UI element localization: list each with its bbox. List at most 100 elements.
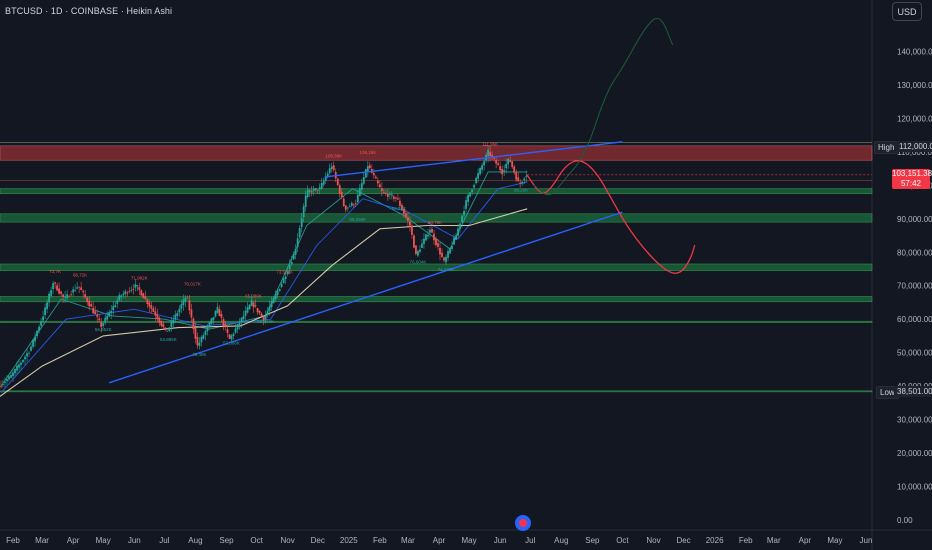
candle-body (338, 185, 341, 194)
candle-body (447, 251, 449, 258)
candle (56, 282, 59, 292)
candle-body (150, 305, 153, 309)
candle (366, 160, 369, 177)
candle (388, 191, 391, 200)
candle-body (66, 294, 69, 299)
candle (306, 185, 309, 199)
candle (274, 290, 277, 302)
candle-body (204, 330, 207, 335)
tradingview-logo-icon[interactable] (515, 515, 531, 531)
candle (234, 323, 237, 335)
candle-body (194, 327, 197, 339)
candle-body (188, 300, 191, 311)
candle-body (403, 209, 405, 214)
candle-body (22, 359, 24, 363)
candle (156, 308, 159, 323)
candle-body (465, 200, 467, 209)
x-tick-label: 2025 (340, 536, 358, 545)
candle (348, 203, 351, 208)
candle (328, 163, 331, 175)
candle (352, 203, 355, 208)
candle-body (431, 228, 433, 233)
candle (100, 317, 103, 333)
candle (150, 301, 153, 314)
candle (106, 311, 109, 322)
candle (228, 333, 231, 340)
y-tick-label: 140,000.00 (897, 47, 932, 56)
candle (88, 296, 91, 311)
candle (288, 259, 291, 275)
candle (489, 146, 492, 162)
candle-body (28, 352, 30, 354)
candle-body (358, 188, 361, 196)
candle (12, 369, 14, 382)
candle (72, 286, 75, 297)
candle (60, 290, 63, 297)
candle-body (232, 333, 235, 336)
y-tick-label: 0.00 (897, 516, 913, 525)
candle-body (56, 285, 59, 291)
candle (401, 203, 403, 211)
x-tick-label: Aug (188, 536, 202, 545)
candle (222, 317, 225, 331)
candle (449, 247, 451, 255)
candle (62, 293, 65, 303)
candle (182, 294, 185, 311)
candle-body (489, 151, 492, 156)
candle-body (425, 234, 427, 241)
candle-body (342, 198, 345, 207)
candle (254, 299, 257, 308)
candle (411, 223, 413, 239)
x-tick-label: Jul (525, 536, 535, 545)
candle (471, 189, 473, 196)
candle-body (124, 291, 127, 294)
candle-body (90, 304, 93, 307)
candle (431, 224, 433, 233)
candle-body (20, 362, 22, 365)
pivot-label: 56,552K (95, 327, 112, 332)
candle-body (36, 330, 38, 337)
candle-body (495, 160, 498, 164)
candle-body (166, 330, 169, 332)
candle-body (152, 308, 155, 312)
candle (415, 244, 417, 256)
candle (232, 332, 235, 340)
candle (298, 225, 301, 240)
candle (76, 281, 79, 290)
candle-body (58, 288, 61, 294)
x-tick-label: May (462, 536, 477, 545)
candle (98, 313, 101, 323)
x-tick-label: Mar (35, 536, 49, 545)
candle-body (399, 200, 401, 206)
y-tick-label: 110,000.00 (897, 148, 932, 157)
candle (102, 321, 105, 329)
candle-body (112, 306, 115, 311)
candle (453, 234, 455, 246)
candle (264, 310, 267, 324)
candle (421, 239, 423, 249)
candle (358, 183, 361, 197)
candle-body (394, 197, 397, 199)
currency-button[interactable]: USD (892, 2, 922, 21)
candle-body (519, 182, 522, 184)
x-tick-label: Dec (676, 536, 690, 545)
candle (356, 190, 359, 206)
candle (230, 334, 233, 343)
candle-body (477, 173, 479, 179)
candle-body (140, 290, 143, 296)
candle-body (170, 321, 173, 328)
candle (477, 168, 479, 183)
candle (344, 205, 347, 213)
candle (8, 374, 10, 382)
candle-body (214, 310, 217, 317)
candle (302, 203, 305, 223)
candle (286, 266, 289, 277)
candle-body (378, 184, 381, 188)
candle (447, 248, 449, 262)
candle (505, 158, 508, 174)
y-tick-label: 130,000.00 (897, 81, 932, 90)
candle (517, 172, 520, 182)
candle-body (272, 297, 275, 304)
candle-body (224, 324, 227, 328)
